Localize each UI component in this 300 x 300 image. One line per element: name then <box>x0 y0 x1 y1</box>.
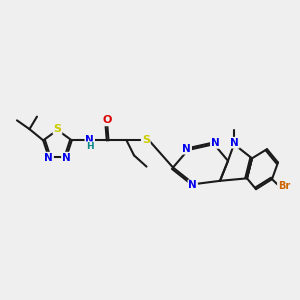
Text: N: N <box>230 138 239 148</box>
Text: N: N <box>44 153 53 163</box>
Text: Br: Br <box>278 181 290 191</box>
Text: N: N <box>188 180 197 190</box>
Text: N: N <box>182 144 191 154</box>
Text: S: S <box>53 124 62 134</box>
Text: N: N <box>211 138 220 148</box>
Text: N: N <box>85 135 94 145</box>
Text: O: O <box>103 116 112 125</box>
Text: N: N <box>62 153 71 163</box>
Text: H: H <box>86 142 94 151</box>
Text: S: S <box>142 135 150 145</box>
